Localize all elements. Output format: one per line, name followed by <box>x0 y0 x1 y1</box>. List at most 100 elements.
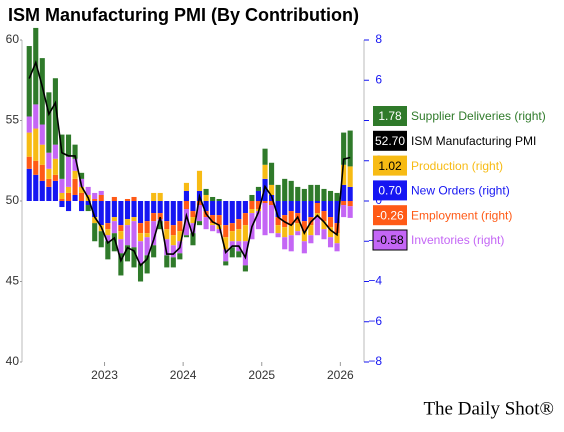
bar <box>183 235 189 238</box>
bar <box>190 233 196 246</box>
bar <box>52 158 58 175</box>
bar <box>282 237 288 250</box>
bar <box>295 223 301 232</box>
y2-tick-label: 6 <box>375 72 382 86</box>
bar <box>144 237 150 256</box>
bar <box>295 231 301 236</box>
bar <box>321 229 327 240</box>
bar <box>327 201 334 218</box>
bar <box>314 203 320 214</box>
bar <box>183 201 189 210</box>
value-label: 1.02 <box>378 159 402 173</box>
bar <box>65 201 72 212</box>
bar <box>288 180 294 201</box>
bar <box>308 225 314 236</box>
legend-label: Production (right) <box>411 159 503 173</box>
bar <box>269 205 275 234</box>
bar <box>190 217 196 224</box>
bar <box>216 201 222 216</box>
bar <box>288 201 294 212</box>
bar <box>79 172 85 179</box>
bar <box>255 211 261 230</box>
bar <box>327 217 334 228</box>
bar <box>65 186 72 193</box>
y-tick-label: 55 <box>6 113 20 127</box>
bar <box>98 231 104 248</box>
bar <box>334 201 340 224</box>
bar <box>314 184 320 201</box>
bar <box>72 178 78 195</box>
bar <box>157 221 163 230</box>
bar <box>105 229 111 236</box>
bar <box>98 194 104 201</box>
legend-item: -0.58 Inventories (right) <box>372 229 504 251</box>
bar <box>26 46 32 117</box>
bar <box>177 253 183 260</box>
bar <box>59 134 65 179</box>
bar <box>164 239 170 256</box>
bar <box>190 223 196 234</box>
bar <box>242 225 248 242</box>
bar <box>341 205 347 218</box>
bar <box>347 206 353 218</box>
bar <box>137 201 144 224</box>
bar <box>85 205 91 212</box>
bar <box>157 201 163 214</box>
bar <box>301 201 307 222</box>
bar <box>341 132 347 165</box>
bar <box>210 223 216 226</box>
label-box <box>373 106 407 126</box>
bar <box>242 201 248 214</box>
bar <box>262 178 268 201</box>
bar <box>137 223 144 234</box>
bar <box>59 201 65 208</box>
label-box <box>372 229 408 251</box>
bar <box>308 184 314 201</box>
bar <box>327 227 334 238</box>
bar <box>79 192 85 201</box>
bar <box>229 241 235 248</box>
bar <box>33 27 39 105</box>
bar <box>295 201 301 214</box>
bar <box>46 152 52 169</box>
value-label: 0.70 <box>378 184 402 198</box>
bar <box>39 144 45 165</box>
bar <box>262 203 268 236</box>
bar <box>262 201 268 204</box>
bar <box>210 196 216 201</box>
y2-tick-label: −6 <box>368 314 382 328</box>
bar <box>223 249 229 262</box>
bar <box>236 229 242 242</box>
bar <box>196 201 203 206</box>
bar <box>92 217 98 224</box>
bar <box>144 233 150 238</box>
bar <box>223 261 229 266</box>
bar <box>105 235 111 242</box>
bar <box>308 235 314 244</box>
bar <box>255 190 261 201</box>
bar <box>131 196 137 201</box>
bar <box>321 188 327 201</box>
bar <box>144 255 150 274</box>
bar <box>236 219 242 230</box>
bar <box>301 188 307 201</box>
bar <box>177 201 183 222</box>
bar <box>347 186 353 201</box>
label-box <box>373 155 407 176</box>
bar <box>118 231 124 240</box>
y-tick-label: 40 <box>6 354 20 368</box>
bar <box>229 201 235 224</box>
bar <box>137 263 144 282</box>
value-label: -0.58 <box>376 233 404 247</box>
bar <box>301 221 307 232</box>
legend-label: Employment (right) <box>411 208 512 222</box>
bar <box>308 201 314 218</box>
bar <box>196 221 203 226</box>
bar <box>347 166 353 187</box>
bar <box>216 229 222 234</box>
bar <box>33 160 39 175</box>
bar <box>321 211 327 222</box>
bar <box>151 192 157 201</box>
bar <box>124 201 131 220</box>
bar <box>124 245 131 262</box>
